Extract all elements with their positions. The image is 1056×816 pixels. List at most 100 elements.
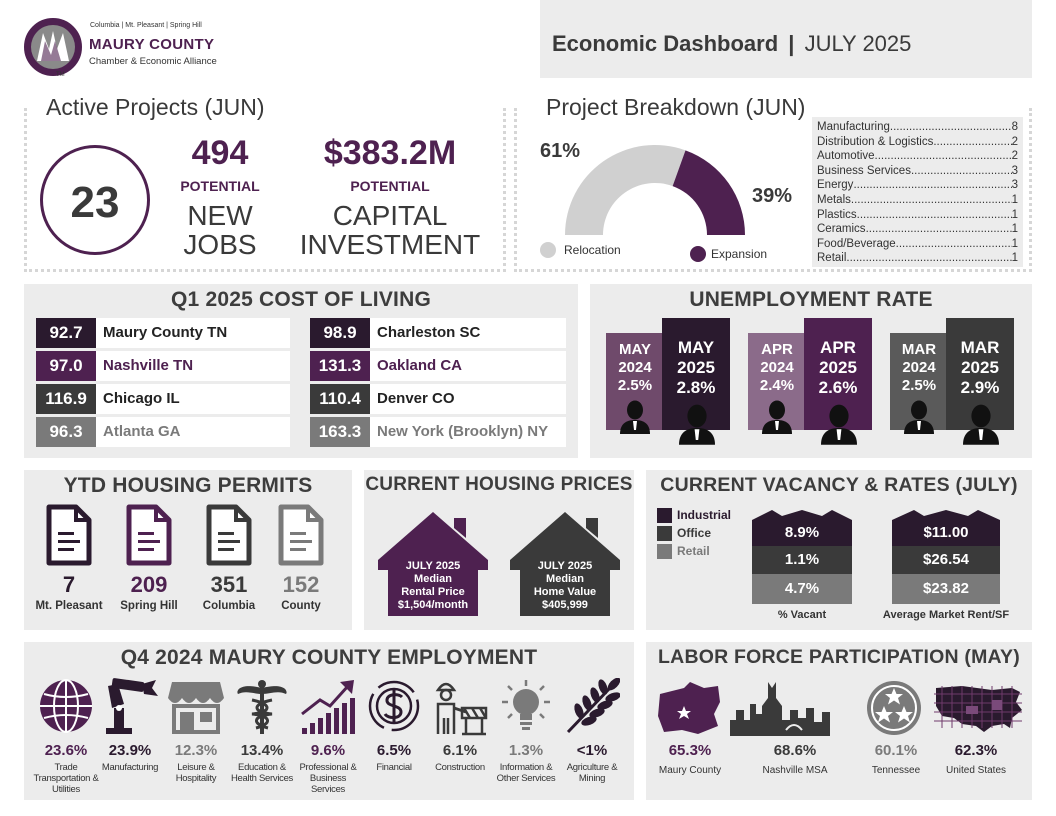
employment-sector-label: Education & Health Services <box>230 762 294 784</box>
new-year: 2025 <box>677 358 715 377</box>
home-line4: $405,999 <box>542 599 588 611</box>
person-icon <box>620 400 650 434</box>
dashboard-period: JULY 2025 <box>804 31 912 56</box>
labor-region-label: United States <box>945 765 1007 776</box>
logo: TM Columbia | Mt. Pleasant | Spring Hill… <box>22 16 232 82</box>
person-icon <box>762 400 792 434</box>
jobs-line2: JOBS <box>183 229 257 260</box>
old-rate: 2.5% <box>617 377 653 394</box>
unemployment-old-bar: MAY 2024 2.5% <box>606 333 664 430</box>
industry-name: Retail <box>817 252 847 265</box>
home-line1: JULY 2025 <box>537 560 593 572</box>
project-count-circle: 23 <box>40 145 150 255</box>
breakdown-gauge <box>565 144 745 235</box>
us-map-icon <box>934 686 1022 732</box>
new-month: MAY <box>677 338 715 357</box>
logo-name: MAURY COUNTY <box>89 36 215 53</box>
cost-of-living-row: 98.9 Charleston SC <box>310 318 566 348</box>
industry-count: 1 <box>1011 223 1018 236</box>
industry-list: Manufacturing...........................… <box>812 117 1023 267</box>
industry-row: Energy..................................… <box>817 178 1018 193</box>
industry-count: 2 <box>1011 150 1018 163</box>
vacant-retail: 4.7% <box>752 574 852 604</box>
rental-line2: Median <box>414 573 452 585</box>
permit-area-label: Columbia <box>202 600 256 612</box>
cost-city-name: Chicago IL <box>103 390 180 407</box>
home-line3: Home Value <box>533 586 597 598</box>
vacancy-title: CURRENT VACANCY & RATES (JULY) <box>660 474 1018 496</box>
cost-city-name: Maury County TN <box>103 324 228 341</box>
rent-label: Average Market Rent/SF <box>882 609 1010 621</box>
industry-count: 1 <box>1011 208 1018 221</box>
project-count: 23 <box>70 178 120 227</box>
capital-value: $383.2M <box>323 134 457 172</box>
cost-city-name: Charleston SC <box>377 324 481 341</box>
industry-leader-dots: ........................................… <box>895 237 1012 250</box>
rental-line1: JULY 2025 <box>405 560 461 572</box>
cost-of-living-row: 96.3 Atlanta GA <box>36 417 290 447</box>
cost-city-name: Atlanta GA <box>103 423 181 440</box>
industry-count: 3 <box>1011 179 1018 192</box>
cost-city-name: Nashville TN <box>103 357 194 374</box>
document-icon <box>126 504 172 566</box>
industry-name: Automotive <box>817 150 875 163</box>
capital-line1: CAPITAL <box>332 200 448 231</box>
cost-of-living-row: 92.7 Maury County TN <box>36 318 290 348</box>
logo-mark-icon <box>24 18 82 76</box>
labor-region-label: Maury County <box>658 765 722 776</box>
industry-row: Plastics................................… <box>817 208 1018 223</box>
cost-index-value: 116.9 <box>36 384 96 414</box>
industry-leader-dots: ........................................… <box>874 150 1012 163</box>
industry-name: Business Services <box>817 164 911 177</box>
labor-region-label: Nashville MSA <box>762 765 828 776</box>
cost-of-living-row: 110.4 Denver CO <box>310 384 566 414</box>
permit-count: 209 <box>130 572 168 597</box>
document-icon <box>278 504 324 566</box>
industry-count: 1 <box>1011 193 1018 206</box>
new-month: APR <box>820 338 856 357</box>
industry-count: 3 <box>1011 164 1018 177</box>
cost-index-value: 97.0 <box>36 351 96 381</box>
industry-leader-dots: ........................................… <box>846 252 1011 265</box>
permit-count: 7 <box>62 572 76 597</box>
housing-prices-title: CURRENT HOUSING PRICES <box>365 474 633 495</box>
cost-index-value: 131.3 <box>310 351 370 381</box>
dollar-icon <box>368 680 420 732</box>
cost-index-value: 96.3 <box>36 417 96 447</box>
home-line2: Median <box>546 573 584 585</box>
cost-of-living-row: 97.0 Nashville TN <box>36 351 290 381</box>
rent-industrial: $11.00 <box>923 524 969 541</box>
employment-sector-label: Trade Transportation & Utilities <box>33 762 99 795</box>
employment-pct: 12.3% <box>174 742 218 759</box>
industry-leader-dots: ........................................… <box>853 179 1011 192</box>
new-rate: 2.8% <box>676 378 716 397</box>
labor-participation-pct: 68.6% <box>773 742 817 759</box>
industry-row: Automotive..............................… <box>817 149 1018 164</box>
permit-count: 152 <box>282 572 320 597</box>
logo-tagline: Chamber & Economic Alliance <box>89 56 217 67</box>
employment-sector-label: Professional & Business Services <box>299 762 357 795</box>
cost-of-living-row: 116.9 Chicago IL <box>36 384 290 414</box>
industry-count: 1 <box>1011 252 1018 265</box>
industry-leader-dots: ........................................… <box>850 193 1012 206</box>
employment-sector-label: Financial <box>376 762 412 773</box>
vacant-label: % Vacant <box>777 609 827 621</box>
expansion-legend-label: Expansion <box>711 247 768 261</box>
document-icon <box>206 504 252 566</box>
employment-sector-label: Agriculture & Mining <box>566 762 618 784</box>
old-year: 2024 <box>902 359 936 376</box>
nashville-skyline-icon <box>730 682 830 736</box>
legend-swatch <box>657 544 672 559</box>
industry-name: Manufacturing <box>817 121 890 133</box>
old-month: APR <box>761 341 793 358</box>
logo-tm: TM <box>56 72 65 78</box>
expansion-legend-dot <box>690 246 706 262</box>
rental-house-icon <box>378 512 488 616</box>
new-month: MAR <box>960 338 1000 357</box>
cost-city-name: New York (Brooklyn) NY <box>377 423 549 440</box>
legend-swatch <box>657 526 672 541</box>
expansion-pct: 39% <box>752 185 793 207</box>
employment-pct: 13.4% <box>240 742 284 759</box>
employment-pct: 9.6% <box>310 742 346 759</box>
employment-sector-label: Leisure & Hospitality <box>175 762 217 784</box>
